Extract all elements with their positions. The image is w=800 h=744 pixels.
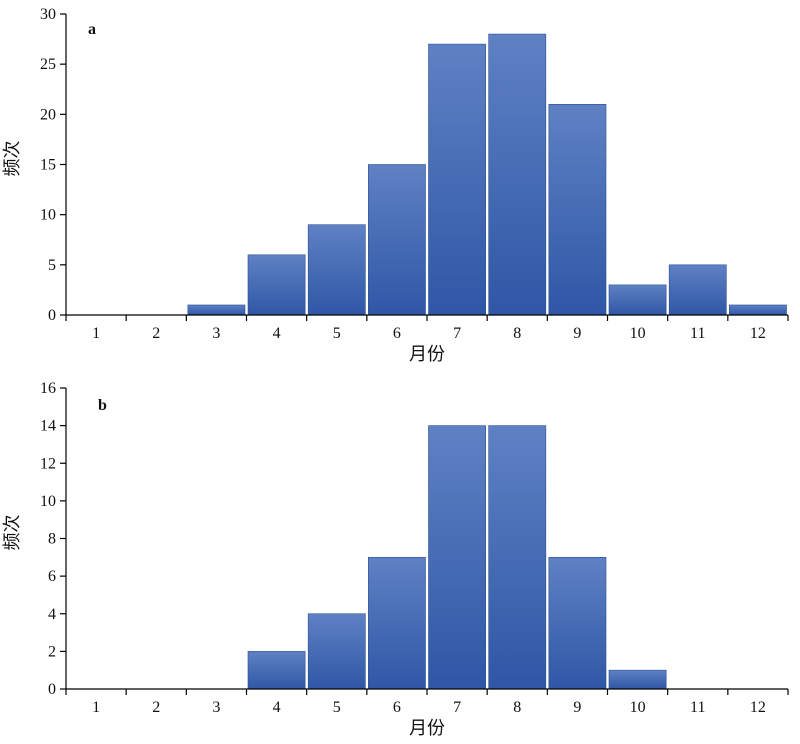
x-tick-label-12: 12 bbox=[750, 699, 766, 716]
x-tick-label-5: 5 bbox=[333, 325, 341, 342]
bar-month-5 bbox=[307, 613, 366, 690]
x-tick-label-7: 7 bbox=[453, 325, 461, 342]
x-tick-label-3: 3 bbox=[212, 699, 220, 716]
y-tick-label: 20 bbox=[40, 106, 56, 123]
x-tick-label-8: 8 bbox=[513, 699, 521, 716]
x-tick-label-1: 1 bbox=[92, 325, 100, 342]
bar-month-10 bbox=[608, 284, 667, 316]
y-tick-label: 16 bbox=[40, 380, 56, 397]
bar-month-4 bbox=[247, 651, 306, 690]
y-tick-label: 6 bbox=[48, 568, 56, 585]
x-axis-title: 月份 bbox=[409, 344, 445, 364]
x-tick-label-5: 5 bbox=[333, 699, 341, 716]
x-tick-label-6: 6 bbox=[393, 325, 401, 342]
bar-month-7 bbox=[428, 43, 486, 316]
y-axis-title: 频次 bbox=[2, 515, 22, 551]
bar-month-7 bbox=[428, 425, 486, 690]
bar-month-9 bbox=[548, 557, 607, 690]
bar-month-9 bbox=[548, 104, 607, 316]
x-tick-label-2: 2 bbox=[152, 699, 160, 716]
y-tick-label: 25 bbox=[40, 56, 56, 73]
x-tick-label-4: 4 bbox=[273, 699, 281, 716]
y-tick-label: 15 bbox=[40, 157, 56, 174]
y-axis-title: 频次 bbox=[2, 141, 22, 177]
bar-month-4 bbox=[247, 254, 306, 316]
panel-label: b bbox=[98, 397, 107, 414]
y-tick-label: 10 bbox=[40, 207, 56, 224]
y-tick-label: 0 bbox=[48, 681, 56, 698]
bar-month-6 bbox=[368, 557, 426, 690]
x-tick-label-3: 3 bbox=[212, 325, 220, 342]
x-tick-label-11: 11 bbox=[690, 699, 705, 716]
y-tick-label: 5 bbox=[48, 257, 56, 274]
bar-month-8 bbox=[488, 33, 547, 316]
bar-month-10 bbox=[608, 669, 667, 690]
bar-month-5 bbox=[307, 224, 366, 316]
x-tick-label-9: 9 bbox=[573, 699, 581, 716]
panel-label: a bbox=[88, 21, 96, 38]
x-axis-title: 月份 bbox=[409, 718, 445, 738]
y-tick-label: 2 bbox=[48, 643, 56, 660]
y-tick-label: 14 bbox=[40, 418, 56, 435]
y-tick-label: 10 bbox=[40, 493, 56, 510]
y-tick-label: 4 bbox=[48, 606, 56, 623]
y-tick-label: 12 bbox=[40, 455, 56, 472]
bar-month-3 bbox=[187, 304, 246, 316]
x-tick-label-11: 11 bbox=[690, 325, 705, 342]
x-tick-label-10: 10 bbox=[630, 699, 646, 716]
y-tick-label: 8 bbox=[48, 531, 56, 548]
y-tick-label: 0 bbox=[48, 307, 56, 324]
bar-month-11 bbox=[668, 264, 727, 316]
x-tick-label-8: 8 bbox=[513, 325, 521, 342]
x-tick-label-9: 9 bbox=[573, 325, 581, 342]
x-tick-label-1: 1 bbox=[92, 699, 100, 716]
bar-month-8 bbox=[488, 425, 547, 690]
x-tick-label-2: 2 bbox=[152, 325, 160, 342]
bar-month-6 bbox=[368, 164, 426, 316]
x-tick-label-12: 12 bbox=[750, 325, 766, 342]
x-tick-label-4: 4 bbox=[273, 325, 281, 342]
y-tick-label: 30 bbox=[40, 6, 56, 23]
bar-month-12 bbox=[729, 304, 787, 316]
x-tick-label-10: 10 bbox=[630, 325, 646, 342]
x-tick-label-7: 7 bbox=[453, 699, 461, 716]
x-tick-label-6: 6 bbox=[393, 699, 401, 716]
